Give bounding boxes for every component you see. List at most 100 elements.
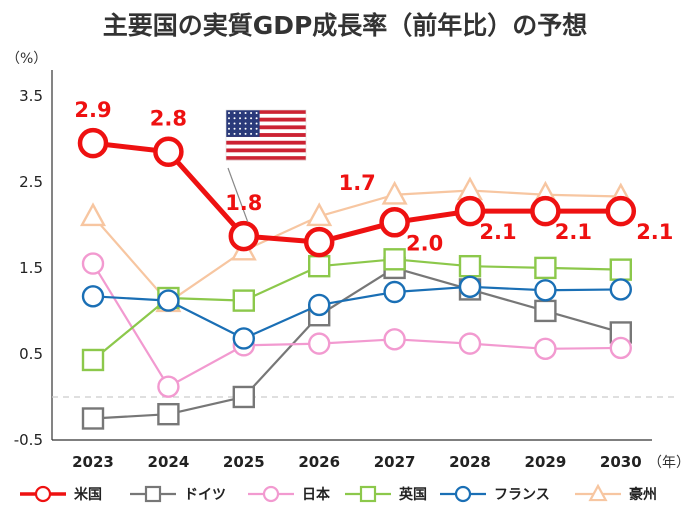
flag-stripe <box>226 156 306 161</box>
point-germany <box>157 402 180 426</box>
point-japan <box>81 252 105 275</box>
point-usa <box>303 226 335 258</box>
flag-star <box>233 112 236 114</box>
flag-star <box>250 117 253 120</box>
point-uk <box>383 248 406 271</box>
flag-star <box>255 117 258 120</box>
us-flag-icon <box>225 109 307 223</box>
x-tick-label: 2027 <box>374 453 416 471</box>
legend-marker <box>34 485 52 503</box>
flag-star <box>233 132 236 135</box>
flag-stripe <box>226 136 306 142</box>
flag-stripe <box>226 140 306 145</box>
flag-stripe <box>226 113 306 118</box>
x-tick-label: 2024 <box>148 453 190 471</box>
flag-canton <box>226 110 260 137</box>
flag-star <box>244 112 247 114</box>
point-germany <box>232 385 256 409</box>
legend-item-uk: 英国 <box>345 485 427 503</box>
flag-pointer-line <box>227 167 249 223</box>
series-france <box>81 275 632 350</box>
flag-stripe <box>226 121 306 126</box>
x-axis-unit: （年） <box>648 455 690 471</box>
data-label-usa: 2.1 <box>636 220 673 244</box>
point-germany <box>534 299 557 323</box>
flag-star <box>244 127 247 130</box>
flag-star <box>228 132 230 135</box>
flag-stripe <box>226 129 306 134</box>
flag-star <box>255 122 258 125</box>
flag-star <box>228 112 230 114</box>
point-france <box>534 279 557 302</box>
point-usa <box>379 207 410 238</box>
flag-star <box>228 117 230 120</box>
point-uk <box>534 256 557 280</box>
legend-item-japan: 日本 <box>248 485 331 503</box>
flag-star <box>244 117 247 120</box>
data-label-usa: 1.7 <box>339 171 376 195</box>
point-japan <box>458 332 482 355</box>
point-uk <box>308 254 331 278</box>
y-tick-label: 0.5 <box>19 345 43 363</box>
point-australia <box>306 202 333 227</box>
flag-stripe <box>226 110 306 115</box>
flag-star <box>250 122 253 125</box>
flag-star <box>233 122 236 125</box>
flag-star <box>239 112 242 114</box>
legend-marker <box>262 485 280 503</box>
point-france <box>308 293 331 317</box>
y-tick-label: 3.5 <box>19 87 43 105</box>
x-tick-label: 2025 <box>223 453 265 471</box>
x-tick-label: 2029 <box>525 453 567 471</box>
series-line-germany <box>92 266 622 420</box>
axes <box>51 70 677 441</box>
flag-star <box>244 132 247 135</box>
flag-star <box>239 127 242 130</box>
series-usa <box>77 127 637 258</box>
flag-stripe <box>226 133 306 138</box>
legend-marker <box>454 485 472 503</box>
flag-star <box>250 112 253 114</box>
flag-star <box>228 122 230 125</box>
legend-label: フランス <box>494 487 550 503</box>
data-label-usa: 2.0 <box>406 231 443 255</box>
flag-star <box>250 127 253 130</box>
flag-star <box>244 122 247 125</box>
legend-label: 日本 <box>302 486 331 503</box>
flag-star <box>233 127 236 130</box>
x-axis-ticks: 2023 2024 2025 2026 2027 2028 2029 2030 <box>72 453 642 471</box>
flag-star <box>239 132 242 135</box>
point-germany <box>81 407 105 430</box>
legend-item-france: フランス <box>440 485 550 503</box>
series-layer <box>77 127 637 430</box>
point-japan <box>157 375 180 398</box>
point-france <box>232 327 256 350</box>
point-usa <box>454 195 486 227</box>
legend-item-usa: 米国 <box>20 485 102 503</box>
legend-label: 米国 <box>74 486 102 503</box>
point-uk <box>81 348 105 372</box>
x-tick-label: 2026 <box>298 453 340 471</box>
flag-stripe <box>226 117 306 122</box>
data-labels: 2.9 2.8 1.8 1.7 2.0 2.1 2.1 2.1 <box>74 98 673 255</box>
legend-label: 英国 <box>398 486 427 503</box>
point-usa <box>77 127 109 159</box>
legend-label: 豪州 <box>629 486 657 503</box>
data-label-usa: 2.9 <box>74 98 111 122</box>
y-axis-unit: （%） <box>6 51 47 67</box>
point-uk <box>232 289 256 312</box>
y-axis-ticks: 3.5 2.5 1.5 0.5 -0.5 <box>14 87 43 449</box>
y-tick-label: -0.5 <box>14 431 43 449</box>
flag-star <box>250 132 253 135</box>
point-france <box>383 280 406 304</box>
data-label-usa: 1.8 <box>225 191 262 215</box>
flag-border <box>225 109 307 161</box>
series-line-australia <box>92 189 621 304</box>
x-tick-label: 2028 <box>449 453 491 471</box>
x-tick-label: 2023 <box>72 453 114 471</box>
flag-star <box>255 127 258 130</box>
series-line-france <box>92 285 621 340</box>
legend: 米国 ドイツ 日本 英国 フランス 豪州 <box>20 483 657 503</box>
point-japan <box>609 336 632 360</box>
point-france <box>458 275 482 299</box>
